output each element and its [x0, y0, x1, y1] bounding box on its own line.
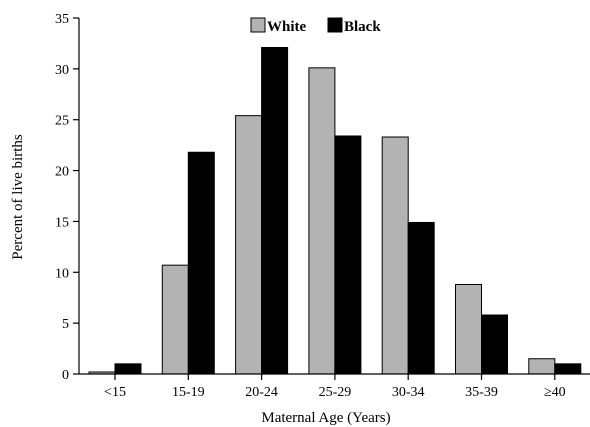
- bar-black-0: [115, 364, 141, 374]
- y-axis-title: Percent of live births: [10, 134, 26, 260]
- x-tick-label: 15-19: [172, 385, 205, 400]
- bar-black-4: [408, 222, 434, 374]
- bar-black-5: [482, 315, 508, 374]
- bars: [89, 47, 581, 374]
- y-tick-label: 15: [55, 215, 69, 230]
- legend-swatch-black: [328, 18, 342, 32]
- x-tick-label: 30-34: [392, 385, 425, 400]
- y-tick-label: 25: [55, 114, 69, 129]
- x-tick-label: <15: [104, 385, 126, 400]
- x-tick-label: ≥40: [544, 385, 566, 400]
- x-axis-ticks: <15 15-19 20-24 25-29 30-34 35-39 ≥40: [104, 374, 566, 400]
- bar-white-5: [456, 284, 482, 374]
- bar-black-6: [555, 364, 581, 374]
- bar-black-1: [188, 152, 214, 374]
- legend-swatch-white: [251, 18, 265, 32]
- legend: White Black: [251, 18, 381, 35]
- bar-white-2: [236, 116, 262, 374]
- legend-label-black: Black: [344, 19, 381, 35]
- bar-white-3: [309, 68, 335, 374]
- x-tick-label: 25-29: [319, 385, 352, 400]
- x-axis-title: Maternal Age (Years): [261, 410, 390, 426]
- y-tick-label: 20: [55, 165, 69, 180]
- bar-black-2: [262, 47, 288, 374]
- y-tick-label: 35: [55, 12, 69, 27]
- y-tick-label: 0: [62, 368, 69, 383]
- y-tick-label: 5: [62, 317, 69, 332]
- y-tick-label: 30: [55, 63, 69, 78]
- bar-white-4: [382, 137, 408, 374]
- x-tick-label: 20-24: [245, 385, 278, 400]
- y-axis-ticks: 0 5 10 15 20 25 30 35: [55, 12, 79, 383]
- bar-white-6: [529, 359, 555, 374]
- y-tick-label: 10: [55, 266, 69, 281]
- x-tick-label: 35-39: [465, 385, 498, 400]
- bar-white-1: [162, 265, 188, 374]
- bar-black-3: [335, 136, 361, 374]
- legend-label-white: White: [267, 19, 307, 35]
